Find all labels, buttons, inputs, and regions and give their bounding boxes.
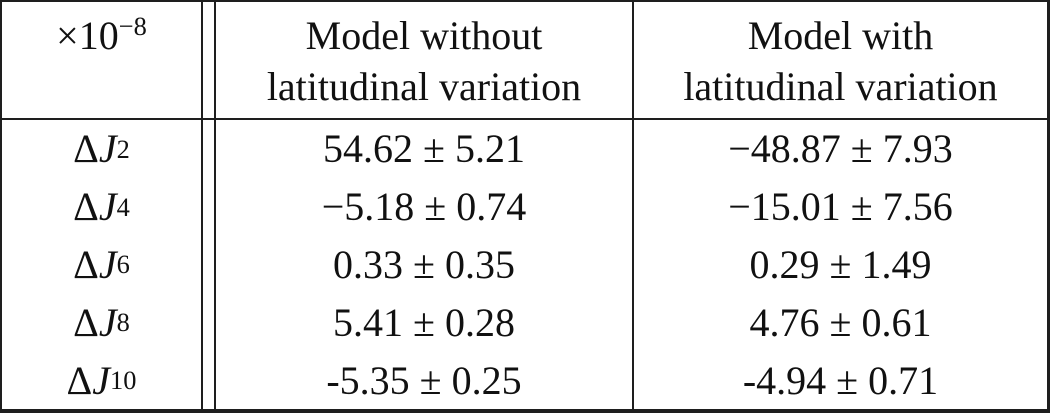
j-symbol: J	[98, 184, 117, 230]
delta-symbol: Δ	[73, 126, 99, 172]
unit-base: ×10	[56, 13, 119, 58]
dj2-with-value: −48.87 ± 7.93	[632, 120, 1047, 178]
row-label-dj10: Δ J 10	[2, 351, 203, 409]
dj8-with-value: 4.76 ± 0.61	[632, 293, 1047, 352]
j-symbol: J	[98, 299, 117, 345]
dj8-without-value: 5.41 ± 0.28	[333, 299, 515, 345]
j-symbol: J	[98, 241, 117, 287]
header-line-1: Model without	[305, 13, 543, 58]
dj10-with-value: -4.94 ± 0.71	[632, 351, 1047, 409]
dj4-without-value: −5.18 ± 0.74	[321, 184, 527, 230]
double-rule-spacer	[203, 235, 216, 294]
dj4-with-value: −15.01 ± 7.56	[632, 177, 1047, 236]
header-line-2: latitudinal variation	[683, 64, 998, 109]
header-line-1: Model with	[747, 13, 934, 58]
double-rule-spacer	[203, 120, 216, 178]
column-header-model-without: Model without latitudinal variation	[216, 2, 632, 120]
j-symbol: J	[98, 126, 117, 172]
delta-symbol: Δ	[66, 357, 93, 403]
j-symbol: J	[92, 357, 111, 403]
dj6-with-value: 0.29 ± 1.49	[632, 235, 1047, 294]
double-rule-spacer	[203, 351, 216, 409]
delta-symbol: Δ	[73, 299, 99, 345]
dj10-without-value: -5.35 ± 0.25	[326, 357, 522, 403]
delta-symbol: Δ	[73, 184, 99, 230]
double-rule-spacer	[203, 177, 216, 236]
double-rule-spacer	[203, 2, 216, 120]
dj2-without-value: 54.62 ± 5.21	[323, 126, 525, 172]
double-rule-spacer	[203, 293, 216, 352]
delta-symbol: Δ	[73, 241, 99, 287]
unit-header-cell: ×10−8	[2, 2, 203, 120]
dj6-without-value: 0.33 ± 0.35	[333, 241, 515, 287]
header-line-2: latitudinal variation	[266, 64, 582, 109]
column-header-model-with: Model with latitudinal variation	[632, 2, 1047, 120]
unit-scale: ×10−8	[56, 10, 147, 61]
unit-exponent: −8	[118, 11, 147, 41]
